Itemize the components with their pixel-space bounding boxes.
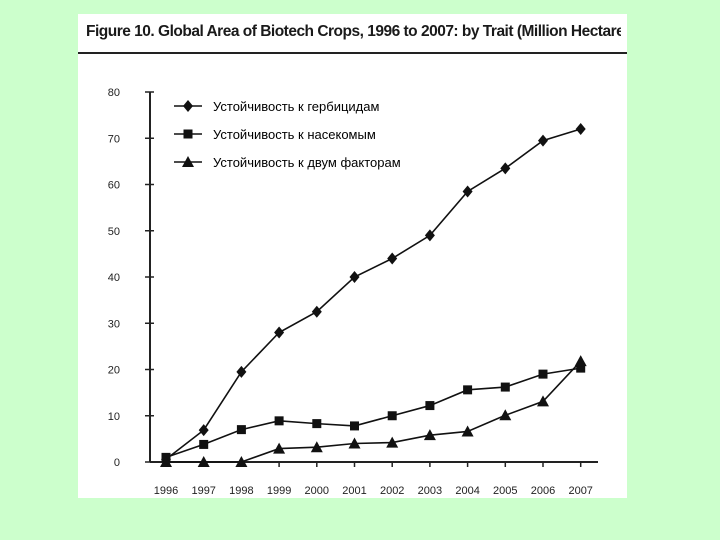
data-point xyxy=(538,134,548,147)
data-point xyxy=(500,162,511,175)
data-point xyxy=(310,441,323,453)
series-2 xyxy=(161,363,586,462)
data-point xyxy=(349,271,360,283)
series-line xyxy=(165,128,581,460)
title-rule xyxy=(78,52,627,54)
data-point xyxy=(574,355,587,367)
y-tick-label: 0 xyxy=(114,457,120,469)
legend-marker xyxy=(183,129,193,139)
data-point xyxy=(423,429,436,441)
y-tick-label: 40 xyxy=(108,272,120,284)
series-layer xyxy=(160,123,587,467)
data-point xyxy=(198,424,209,437)
x-tick-label: 2002 xyxy=(380,485,404,497)
data-point xyxy=(350,421,359,431)
data-point xyxy=(160,456,172,467)
x-tick-label: 2007 xyxy=(568,485,592,497)
data-point xyxy=(538,369,548,379)
series-3 xyxy=(160,355,587,467)
data-point xyxy=(499,409,512,421)
legend-item: Устойчивость к насекомым xyxy=(174,127,376,142)
data-point xyxy=(273,442,286,454)
data-point xyxy=(235,456,248,467)
x-tick-label: 2001 xyxy=(342,485,366,497)
data-point xyxy=(274,326,285,339)
axes: 0 10 20 30 40 50 60 70 80 1996 1997 1998 1999 2000 200… xyxy=(108,87,598,497)
data-point xyxy=(236,425,246,435)
figure-panel: Figure 10. Global Area of Biotech Crops,… xyxy=(78,14,627,498)
data-point xyxy=(500,382,510,392)
chart: 0 10 20 30 40 50 60 70 80 1996 1997 1998 1999 2000 200… xyxy=(108,87,598,497)
data-point xyxy=(425,401,435,411)
x-tick-label: 1998 xyxy=(229,485,253,497)
y-tick-label: 80 xyxy=(108,87,120,99)
y-tick-label: 30 xyxy=(108,318,120,330)
x-tick-label: 1997 xyxy=(191,485,215,497)
series-1 xyxy=(161,123,586,466)
x-tick-label: 2000 xyxy=(305,485,329,497)
y-tick-label: 70 xyxy=(108,133,120,145)
x-tick-label: 1996 xyxy=(154,485,178,497)
legend-label: Устойчивость к двум факторам xyxy=(213,155,401,170)
data-point xyxy=(575,123,586,135)
y-tick-label: 60 xyxy=(108,180,120,192)
data-point xyxy=(537,395,549,407)
data-point xyxy=(463,385,473,395)
data-point xyxy=(576,363,586,373)
x-tick-label: 2005 xyxy=(493,485,517,497)
series-line xyxy=(165,367,581,459)
data-point xyxy=(197,456,210,467)
legend-label: Устойчивость к насекомым xyxy=(213,127,376,142)
x-tick-label: 2003 xyxy=(418,485,442,497)
x-tick-label: 2006 xyxy=(531,485,555,497)
data-point xyxy=(386,436,399,448)
data-point xyxy=(424,229,435,242)
data-point xyxy=(199,439,209,449)
data-point xyxy=(311,305,322,318)
data-point xyxy=(387,411,397,421)
data-point xyxy=(461,425,474,437)
y-tick-label: 20 xyxy=(108,365,120,377)
x-tick-label: 1999 xyxy=(267,485,291,497)
data-point xyxy=(274,416,284,426)
data-point xyxy=(462,185,473,198)
legend-item: Устойчивость к гербицидам xyxy=(174,99,379,114)
data-point xyxy=(348,437,361,449)
series-line xyxy=(166,360,582,463)
chart-title: Figure 10. Global Area of Biotech Crops,… xyxy=(86,23,621,40)
data-point xyxy=(312,419,322,429)
data-point xyxy=(387,252,398,265)
legend-label: Устойчивость к гербицидам xyxy=(213,99,379,114)
y-tick-label: 50 xyxy=(108,226,120,238)
legend: Устойчивость к гербицидам Устойчивость к … xyxy=(174,99,401,170)
legend-marker xyxy=(182,156,194,167)
legend-item: Устойчивость к двум факторам xyxy=(174,155,401,170)
y-tick-label: 10 xyxy=(108,411,120,423)
x-tick-label: 2004 xyxy=(455,485,479,497)
legend-marker xyxy=(183,100,193,112)
data-point xyxy=(236,365,247,378)
